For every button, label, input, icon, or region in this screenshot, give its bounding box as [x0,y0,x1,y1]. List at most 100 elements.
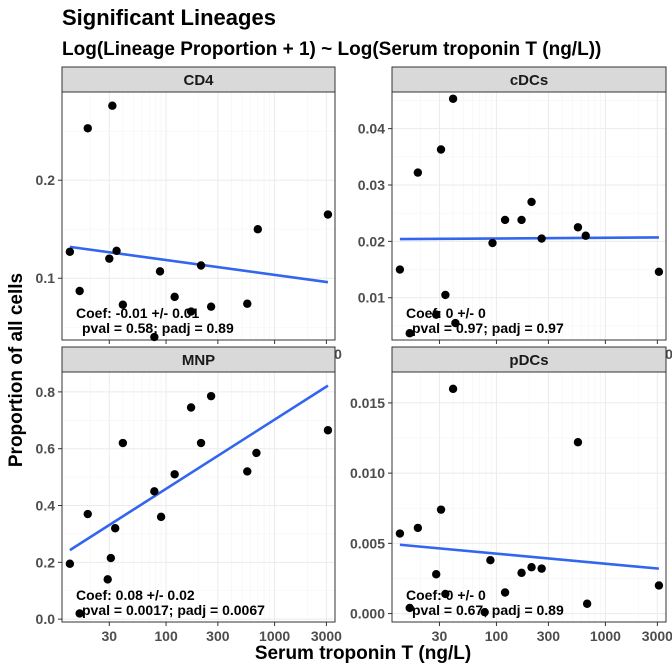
data-point [105,254,114,263]
chart-subtitle: Log(Lineage Proportion + 1) ~ Log(Serum … [62,39,601,60]
data-point [65,559,75,568]
data-point [405,603,414,613]
chart-title: Significant Lineages [62,5,276,30]
data-point [448,384,458,394]
data-point [108,101,117,110]
data-point [83,509,92,519]
facet-strip-label: pDCs [509,352,548,369]
y-tick-label: 0.015 [350,395,385,411]
data-point [537,234,546,243]
gridlines [392,92,666,340]
data-point [118,438,128,448]
data-point [451,318,460,328]
panel-border [61,371,336,623]
data-point [581,231,590,240]
facet-strip-label: CD4 [183,72,214,89]
y-tick-label: 0.010 [350,465,385,481]
panel-mnp: MNP 0.0 0.2 0.4 0.6 0.8 30 100 300 1000 3000 Coef: … [36,346,342,644]
data-point [323,426,333,435]
x-tick-label: 100 [154,628,178,644]
data-point [156,512,166,522]
data-point [252,448,261,458]
data-point [432,310,441,319]
data-points [395,384,664,617]
x-tick-label: 300 [206,628,230,644]
data-point [118,300,128,309]
x-tick-label: 3000 [642,628,672,644]
panel-border [61,91,336,341]
facet-strip-label: cDCs [510,72,548,89]
data-point [573,223,583,232]
y-axis-title: Proportion of all cells [6,273,27,467]
panel-border [391,371,667,623]
data-point [480,607,489,617]
x-axis-title: Serum troponin T (ng/L) [255,643,471,664]
data-point [243,299,252,308]
y-tick-label: 0.2 [36,554,56,570]
y-tick-label: 0.4 [36,498,56,514]
data-point [206,391,216,401]
data-point [75,609,84,618]
data-points [65,391,333,618]
y-tick-label: 0.0 [36,611,56,627]
data-point [582,599,592,608]
facet-strip-label: MNP [182,352,215,369]
x-tick-label: 30 [432,628,448,644]
data-point [432,570,441,579]
y-tick-label: 0.02 [358,233,385,249]
data-points [395,94,664,338]
y-tick-label: 0.000 [350,606,385,622]
data-point [436,505,446,514]
coef-annotation: Coef: 0 +/- 0 [406,305,486,321]
regression-line [69,384,329,552]
data-point [170,470,179,479]
data-point [150,487,159,496]
data-point [413,168,423,177]
data-point [517,215,526,225]
data-point [405,329,414,338]
data-point [196,261,206,270]
data-point [83,124,92,133]
data-point [441,290,450,300]
y-tick-label: 0.2 [36,172,56,188]
x-tick-label: 30 [102,628,118,644]
coef-annotation: Coef: -0.01 +/- 0.01 [76,305,200,321]
x-tick-label: 300 [537,628,561,644]
data-point [486,556,495,565]
gridlines [62,372,335,622]
data-point [448,94,458,103]
gridlines [392,372,666,622]
data-point [395,529,405,538]
data-point [500,215,510,225]
data-point [527,563,536,572]
regression-line [399,543,660,570]
x-tick-label: 3000 [311,628,342,644]
facet-strip [391,66,667,93]
data-point [112,246,121,255]
data-point [75,286,84,296]
data-point [413,523,423,533]
gridlines [62,92,335,340]
data-point [65,247,75,256]
data-point [537,564,546,573]
data-point [441,589,450,599]
panel-border [391,91,667,341]
data-point [253,225,262,234]
data-point [150,332,159,342]
pval-annotation: pval = 0.97; padj = 0.97 [412,320,564,336]
facet-strip [61,66,336,93]
x-tick-label: 1000 [590,628,621,644]
y-tick-label: 0.04 [358,121,385,137]
pval-annotation: pval = 0.58; padj = 0.89 [82,320,234,336]
data-point [323,210,333,219]
x-tick-label: 100 [485,628,509,644]
data-point [103,575,112,584]
y-tick-label: 0.8 [36,384,56,400]
panel-grid: CD4 0.1 0.2 30 100 300 1000 3000 Coef: -0.01 +/-… [36,66,672,644]
coef-annotation: Coef: 0.08 +/- 0.02 [76,587,195,603]
y-tick-label: 0.01 [358,290,385,306]
data-point [488,238,497,248]
pval-annotation: pval = 0.67; padj = 0.89 [412,602,564,618]
